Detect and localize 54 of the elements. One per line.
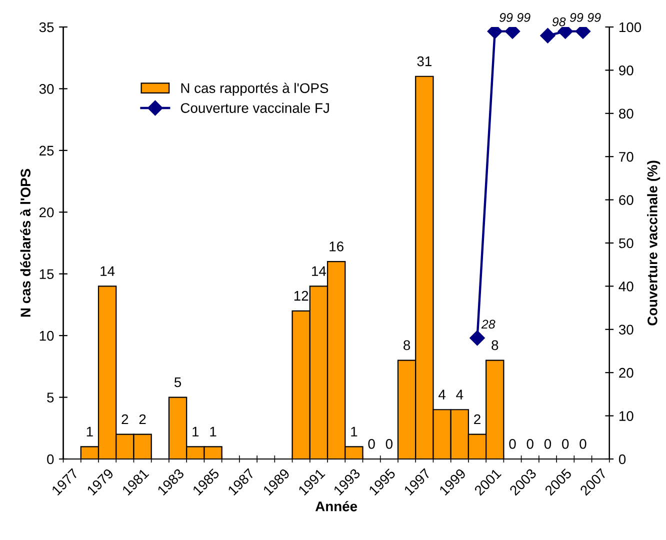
data-label: 99 [588, 13, 601, 22]
data-label: 12 [294, 290, 308, 301]
data-label: 98 [552, 17, 566, 26]
x-axis-title: Année [315, 500, 358, 512]
y2-tick-label: 60 [619, 195, 634, 205]
data-label: 4 [456, 390, 464, 400]
data-label: 99 [517, 13, 530, 22]
y-axis-title: N cas déclarés à l'OPS [20, 168, 30, 317]
data-label: 1 [210, 426, 216, 436]
y2-tick-label: 20 [619, 368, 634, 378]
y2-tick-label: 100 [619, 22, 642, 32]
legend-label: N cas rapportés à l'OPS [181, 82, 328, 96]
y-tick-label: 5 [47, 392, 54, 402]
y2-tick-label: 0 [618, 454, 626, 464]
data-label: 1 [351, 426, 358, 436]
y2-tick-label: 90 [619, 66, 634, 76]
y-tick-label: 25 [39, 146, 54, 156]
data-label: 0 [386, 439, 392, 449]
data-label: 8 [492, 340, 498, 350]
y2-axis-title: Couverture vaccinale (%) [647, 160, 660, 326]
y-tick-label: 10 [40, 330, 54, 341]
y2-tick-label: 70 [619, 152, 634, 162]
data-label: 16 [330, 242, 344, 252]
data-label: 28 [481, 320, 496, 329]
data-label: 99 [570, 13, 584, 22]
data-label: 0 [509, 439, 516, 449]
data-label: 2 [139, 414, 146, 424]
y-tick-label: 0 [47, 454, 54, 464]
data-label: 4 [438, 390, 446, 400]
data-label: 0 [526, 439, 534, 449]
y-tick-label: 15 [40, 269, 54, 280]
data-label: 2 [122, 414, 128, 424]
y2-tick-label: 50 [618, 238, 634, 248]
data-label: 99 [499, 13, 513, 22]
data-label: 2 [474, 414, 480, 424]
data-label: 14 [100, 266, 115, 276]
data-label: 5 [174, 377, 182, 388]
data-label: 0 [580, 439, 586, 449]
y2-tick-label: 10 [619, 411, 634, 421]
legend-label: Couverture vaccinale FJ [180, 102, 329, 113]
y2-tick-label: 30 [618, 324, 634, 335]
y2-tick-label: 40 [618, 282, 634, 292]
data-label: 0 [544, 439, 552, 449]
data-label: 8 [404, 340, 410, 350]
y-tick-label: 35 [39, 22, 54, 32]
data-label: 0 [368, 439, 375, 449]
data-label: 14 [312, 266, 326, 276]
data-label: 1 [192, 426, 199, 436]
data-label: 31 [417, 56, 432, 66]
data-label: 1 [86, 426, 93, 436]
y-tick-label: 30 [39, 84, 54, 94]
y2-tick-label: 80 [619, 108, 634, 119]
y-tick-label: 20 [39, 207, 54, 218]
data-label: 0 [562, 439, 569, 449]
